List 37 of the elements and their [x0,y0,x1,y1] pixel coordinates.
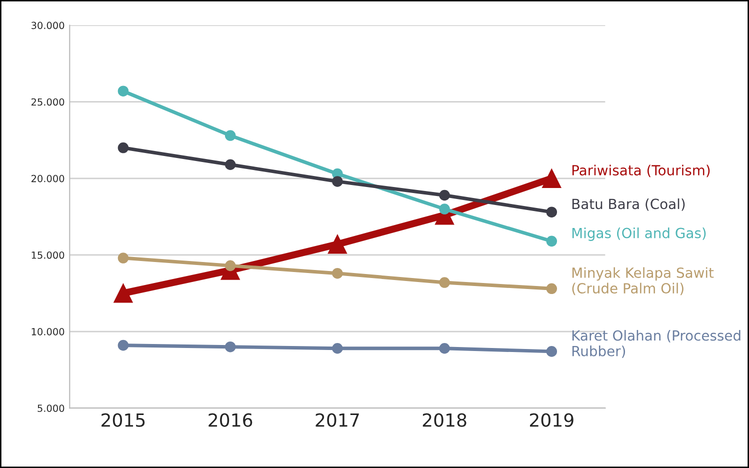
x-tick-label: 2018 [422,413,466,427]
point [118,142,129,154]
point [439,204,450,214]
series-label: Migas (Oil and Gas) [572,228,706,241]
y-tick-label: 15.000 [32,251,64,259]
point [546,206,558,218]
point [332,176,343,187]
point [439,277,450,288]
series-label: Minyak Kelapa Sawit (Crude Palm Oil) [572,267,714,296]
y-tick-label: 30.000 [32,22,64,30]
series-label: Karet Olahan (Processed Rubber) [572,330,740,358]
point [224,341,236,352]
point [118,252,129,264]
series-label: Batu Bara (Coal) [572,198,685,211]
point [332,342,343,354]
point [439,342,450,354]
y-tick-label: 10.000 [32,328,64,336]
point [118,86,129,96]
y-tick-label: 5.000 [38,404,64,412]
point [439,190,450,201]
point [224,159,236,170]
point [224,130,236,141]
x-tick-label: 2015 [102,413,145,427]
point [546,236,558,247]
point [546,283,558,294]
point [118,340,129,351]
point [328,234,347,254]
point [542,168,562,188]
x-tick-label: 2019 [530,413,574,427]
x-tick-label: 2017 [316,413,359,427]
point [546,346,558,357]
point [114,284,133,303]
series-label: Pariwisata (Tourism) [572,164,710,178]
x-tick-label: 2016 [208,413,252,427]
y-tick-label: 25.000 [31,98,64,106]
point [332,268,343,279]
y-tick-label: 20.000 [31,174,64,182]
